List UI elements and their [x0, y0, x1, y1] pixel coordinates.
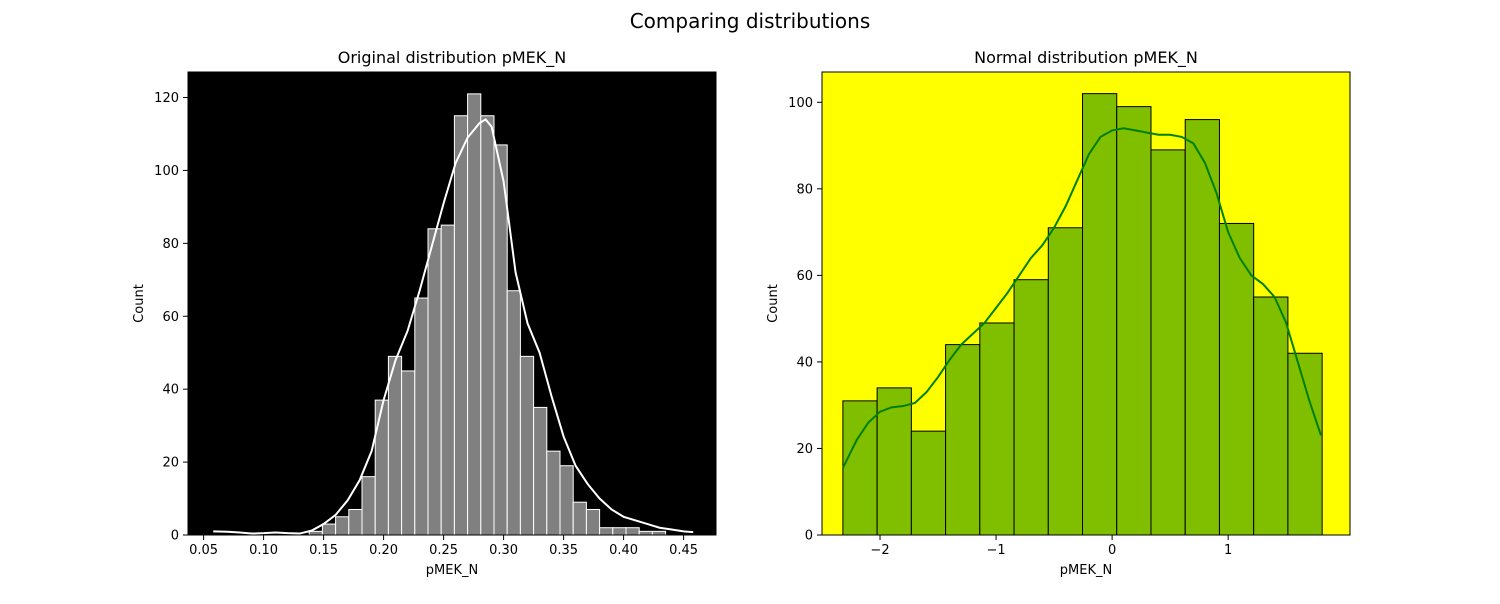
- x-tick-label: 0.05: [189, 543, 218, 558]
- histogram-bar: [599, 527, 614, 536]
- y-tick-label: 40: [162, 383, 179, 398]
- histogram-bar: [308, 530, 323, 536]
- histogram-bar: [533, 406, 548, 536]
- histogram-bar: [519, 355, 535, 536]
- y-tick-label: 20: [162, 456, 179, 471]
- histogram-bar: [585, 508, 601, 536]
- histogram-bar: [401, 370, 416, 536]
- left-axes-frame: [187, 71, 717, 536]
- histogram-bar: [374, 399, 389, 536]
- y-tick-label: 100: [788, 96, 813, 111]
- histogram-bar: [572, 501, 587, 536]
- histogram-bar: [387, 355, 403, 536]
- y-tick-label: 80: [796, 182, 813, 197]
- right-y-ticks: 0 20 40 60 80 100: [788, 96, 822, 544]
- histogram-bar: [1253, 296, 1289, 536]
- histogram-bar: [1082, 93, 1118, 536]
- y-tick-label: 80: [162, 237, 179, 252]
- left-axes: 0.05 0.10 0.15 0.20 0.25 0.30 0.35 0.40 0.45 0 20…: [132, 48, 717, 578]
- histogram-bar: [910, 430, 947, 536]
- y-tick-label: 40: [796, 355, 813, 370]
- x-tick-label: 0.40: [609, 543, 638, 558]
- histogram-bar: [480, 115, 495, 536]
- y-tick-label: 120: [154, 91, 179, 106]
- left-x-axis-label: pMEK_N: [426, 563, 478, 578]
- histogram-bar: [348, 508, 363, 536]
- right-y-axis-label: Count: [766, 284, 781, 323]
- histogram-bar: [945, 344, 981, 536]
- left-y-ticks: 0 20 40 60 80 100 120: [154, 91, 188, 544]
- x-tick-label: 0.25: [429, 543, 458, 558]
- x-tick-label: 0.10: [249, 543, 278, 558]
- x-tick-label: 0.35: [549, 543, 578, 558]
- histogram-bar: [1184, 119, 1220, 536]
- right-x-axis-label: pMEK_N: [1060, 563, 1112, 578]
- y-tick-label: 20: [796, 442, 813, 457]
- histogram-bar: [321, 523, 337, 536]
- histogram-bar: [335, 516, 350, 536]
- left-x-ticks: 0.05 0.10 0.15 0.20 0.25 0.30 0.35 0.40 0.45: [189, 535, 698, 558]
- x-tick-label: 1: [1224, 543, 1232, 558]
- histogram-bar: [427, 228, 442, 536]
- histogram-bar: [506, 290, 521, 536]
- right-x-ticks: −2 −1 0 1: [870, 535, 1232, 558]
- left-kde-line: [213, 118, 694, 535]
- x-tick-label: −1: [986, 543, 1005, 558]
- histogram-bar: [638, 530, 653, 536]
- left-chart-title: Original distribution pMEK_N: [338, 48, 567, 68]
- histogram-bar: [559, 465, 574, 536]
- x-tick-label: 0.15: [309, 543, 338, 558]
- histogram-bar: [1047, 227, 1084, 536]
- figure-suptitle: Comparing distributions: [630, 9, 871, 33]
- x-tick-label: 0.45: [669, 543, 698, 558]
- histogram-bar: [1013, 279, 1049, 536]
- right-histogram-bars: [842, 93, 1323, 536]
- y-tick-label: 60: [796, 269, 813, 284]
- y-tick-label: 100: [154, 164, 179, 179]
- left-y-axis-label: Count: [132, 284, 147, 323]
- histogram-bar: [361, 476, 376, 536]
- right-axes-frame: [821, 71, 1351, 536]
- y-tick-label: 60: [162, 310, 179, 325]
- y-tick-label: 0: [805, 529, 813, 544]
- y-tick-label: 0: [171, 529, 179, 544]
- x-tick-label: 0: [1108, 543, 1116, 558]
- histogram-bar: [1150, 149, 1186, 536]
- histogram-bar: [440, 224, 455, 536]
- histogram-bar: [651, 530, 667, 536]
- histogram-bar: [979, 322, 1015, 536]
- histogram-bar: [612, 527, 627, 536]
- histogram-bar: [414, 297, 429, 536]
- histogram-bar: [467, 93, 482, 536]
- histogram-bar: [453, 115, 469, 536]
- histogram-bar: [1116, 106, 1152, 536]
- histogram-bar: [625, 527, 640, 536]
- x-tick-label: 0.20: [369, 543, 398, 558]
- right-chart-title: Normal distribution pMEK_N: [974, 48, 1198, 68]
- x-tick-label: 0.30: [489, 543, 518, 558]
- right-kde-line: [841, 127, 1322, 469]
- histogram-bar: [493, 144, 508, 536]
- histogram-bar: [546, 450, 561, 536]
- histogram-bar: [1287, 352, 1323, 536]
- histogram-bar: [842, 400, 878, 536]
- left-histogram-bars: [308, 93, 667, 536]
- x-tick-label: −2: [870, 543, 889, 558]
